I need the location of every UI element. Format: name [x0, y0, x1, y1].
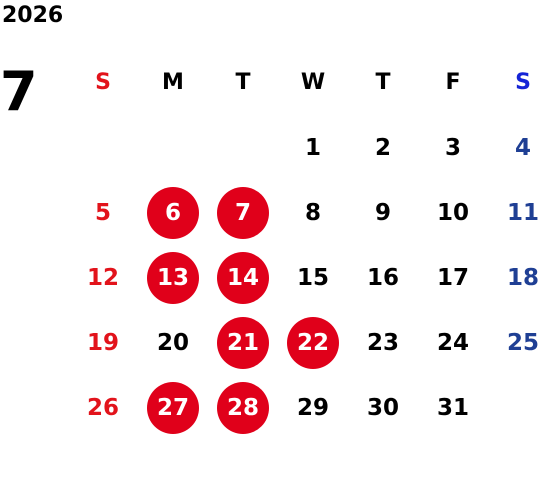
- day-number: 17: [436, 264, 469, 291]
- day-cell: 18: [488, 245, 548, 310]
- year-label: 2026: [2, 3, 64, 28]
- day-cell: 12: [68, 245, 138, 310]
- day-number-highlighted: 7: [217, 186, 269, 239]
- day-number: 20: [156, 329, 189, 356]
- day-number: 3: [444, 134, 461, 161]
- day-cell: 6: [138, 180, 208, 245]
- weekday-tuesday: T: [235, 70, 251, 95]
- day-number: [217, 122, 269, 174]
- weekday-wednesday: W: [300, 70, 326, 95]
- day-number: 30: [366, 394, 399, 421]
- weekday-saturday: S: [515, 70, 531, 95]
- day-number: 16: [366, 264, 399, 291]
- day-number: 26: [86, 394, 119, 421]
- day-number: 29: [296, 394, 329, 421]
- day-cell: 19: [68, 310, 138, 375]
- day-number: 8: [304, 199, 321, 226]
- day-number: 12: [86, 264, 119, 291]
- day-number: 23: [366, 329, 399, 356]
- day-cell: 21: [208, 310, 278, 375]
- day-number-highlighted: 28: [217, 381, 269, 434]
- day-cell: [208, 115, 278, 180]
- week-row-5: 26 27 28 29 30 31: [68, 375, 548, 440]
- day-cell: 27: [138, 375, 208, 440]
- weekday-monday: M: [162, 70, 184, 95]
- day-cell: 30: [348, 375, 418, 440]
- day-number: [147, 122, 199, 174]
- day-number: 15: [296, 264, 329, 291]
- day-number: [497, 382, 548, 434]
- day-cell: 28: [208, 375, 278, 440]
- day-cell: 15: [278, 245, 348, 310]
- day-number: 9: [374, 199, 391, 226]
- month-number: 7: [0, 60, 38, 123]
- day-cell: 7: [208, 180, 278, 245]
- day-number-highlighted: 22: [287, 316, 339, 369]
- day-number-highlighted: 27: [147, 381, 199, 434]
- week-row-3: 12 13 14 15 16 17 18: [68, 245, 548, 310]
- weekday-friday: F: [445, 70, 461, 95]
- day-cell: 11: [488, 180, 548, 245]
- weekday-sunday: S: [95, 70, 111, 95]
- day-number: 25: [506, 329, 539, 356]
- day-cell: 29: [278, 375, 348, 440]
- day-cell: [138, 115, 208, 180]
- day-cell: 5: [68, 180, 138, 245]
- day-number: 5: [94, 199, 111, 226]
- day-cell: 26: [68, 375, 138, 440]
- day-cell: 10: [418, 180, 488, 245]
- weekday-thursday: T: [375, 70, 391, 95]
- day-number: [77, 122, 129, 174]
- day-number: 2: [374, 134, 391, 161]
- day-cell: 4: [488, 115, 548, 180]
- day-cell: 17: [418, 245, 488, 310]
- day-cell: 9: [348, 180, 418, 245]
- week-row-2: 5 6 7 8 9 10 11: [68, 180, 548, 245]
- day-number: 18: [506, 264, 539, 291]
- day-number: 24: [436, 329, 469, 356]
- day-cell: 31: [418, 375, 488, 440]
- day-cell: 14: [208, 245, 278, 310]
- day-cell: 16: [348, 245, 418, 310]
- day-cell: [68, 115, 138, 180]
- day-number: 31: [436, 394, 469, 421]
- day-cell: 24: [418, 310, 488, 375]
- day-number-highlighted: 13: [147, 251, 199, 304]
- day-number-highlighted: 21: [217, 316, 269, 369]
- day-number: 4: [514, 134, 531, 161]
- week-row-1: 1 2 3 4: [68, 115, 548, 180]
- day-number: 10: [436, 199, 469, 226]
- day-number-highlighted: 14: [217, 251, 269, 304]
- calendar-grid: S M T W T F S 1 2 3 4 5 6 7 8 9 10 11 12…: [68, 50, 548, 440]
- day-number: 19: [86, 329, 119, 356]
- day-cell: 22: [278, 310, 348, 375]
- day-cell: 13: [138, 245, 208, 310]
- day-cell: 3: [418, 115, 488, 180]
- day-cell: 25: [488, 310, 548, 375]
- day-cell: 23: [348, 310, 418, 375]
- day-cell: 2: [348, 115, 418, 180]
- day-cell: 20: [138, 310, 208, 375]
- day-cell: [488, 375, 548, 440]
- day-cell: 8: [278, 180, 348, 245]
- day-number-highlighted: 6: [147, 186, 199, 239]
- weekday-header-row: S M T W T F S: [68, 50, 548, 115]
- week-row-4: 19 20 21 22 23 24 25: [68, 310, 548, 375]
- day-number: 11: [506, 199, 539, 226]
- day-cell: 1: [278, 115, 348, 180]
- day-number: 1: [304, 134, 321, 161]
